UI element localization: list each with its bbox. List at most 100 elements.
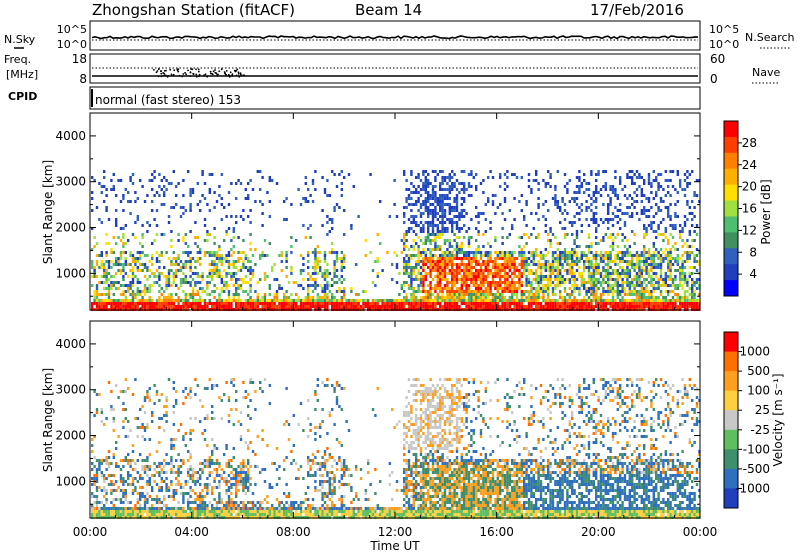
range-cell [523,269,526,272]
range-cell [604,188,607,191]
range-cell [619,179,622,182]
range-cell [218,254,221,257]
range-cell [446,176,449,179]
range-cell [561,197,564,200]
range-cell [407,299,411,302]
range-cell [429,302,432,305]
range-cell [556,260,559,263]
range-cell [537,254,540,257]
range-cell [470,173,473,176]
range-cell [458,305,461,308]
range-cell [112,251,115,254]
range-cell [463,236,466,239]
range-cell [645,260,648,263]
range-cell [616,257,619,260]
range-cell [155,465,159,468]
range-cell [494,266,497,269]
range-cell [662,281,665,284]
range-cell [542,290,545,293]
range-cell [191,257,195,260]
range-cell [213,290,216,293]
range-cell [403,290,406,293]
range-cell [487,302,490,305]
range-cell [355,305,358,308]
range-cell [364,254,367,257]
range-cell [405,233,408,236]
range-cell [664,170,667,173]
range-cell [136,197,139,200]
range-cell [307,260,310,263]
range-cell [232,299,235,302]
range-cell [206,287,209,290]
range-cell [189,302,192,305]
range-cell [194,266,197,269]
range-cell [467,182,471,185]
range-cell [441,179,444,182]
range-cell [167,296,171,299]
nave-point [228,74,230,76]
range-cell [316,293,319,296]
range-cell [127,305,130,308]
range-cell [151,513,154,516]
range-cell [506,272,509,275]
range-cell [232,245,235,248]
range-cell [693,239,696,242]
range-cell [609,218,612,221]
range-cell [463,293,466,296]
range-cell [479,275,483,278]
range-cell [595,200,598,203]
range-cell [657,296,660,299]
range-cell [453,215,456,218]
range-cell [549,281,552,284]
range-cell [184,281,187,284]
range-cell [232,263,235,266]
range-cell [455,194,459,197]
range-cell [271,266,274,269]
range-cell [439,284,442,287]
range-cell [175,299,178,302]
range-cell [640,302,643,305]
range-cell [686,278,689,281]
range-cell [563,251,567,254]
range-cell [520,293,523,296]
range-cell [611,272,615,275]
range-cell [539,278,543,281]
range-cell [256,296,259,299]
range-cell [527,179,531,182]
range-cell [482,281,485,284]
range-cell [578,206,581,209]
range-cell [587,302,591,305]
range-cell [659,257,663,260]
range-cell [206,305,209,308]
range-cell [643,290,646,293]
range-cell [340,257,343,260]
range-cell [328,299,331,302]
range-cell [638,254,641,257]
range-cell [556,278,559,281]
nsky-label: N.Sky [4,33,36,46]
range-cell [283,293,286,296]
range-cell [143,501,147,504]
range-cell [143,507,147,510]
range-cell [659,269,663,272]
range-cell [628,272,631,275]
range-cell [446,218,449,221]
range-cell [323,290,327,293]
range-cell [148,480,151,483]
range-cell [460,242,463,245]
range-cell [659,209,663,212]
range-cell [129,459,132,462]
range-cell [585,266,588,269]
range-cell [616,254,619,257]
range-cell [527,293,531,296]
range-cell [602,290,605,293]
range-cell [479,278,483,281]
range-cell [511,257,514,260]
range-cell [151,498,154,501]
range-cell [491,200,495,203]
range-cell [491,194,495,197]
range-cell [259,257,262,260]
range-cell [568,299,571,302]
range-cell [573,215,576,218]
range-cell [477,269,480,272]
